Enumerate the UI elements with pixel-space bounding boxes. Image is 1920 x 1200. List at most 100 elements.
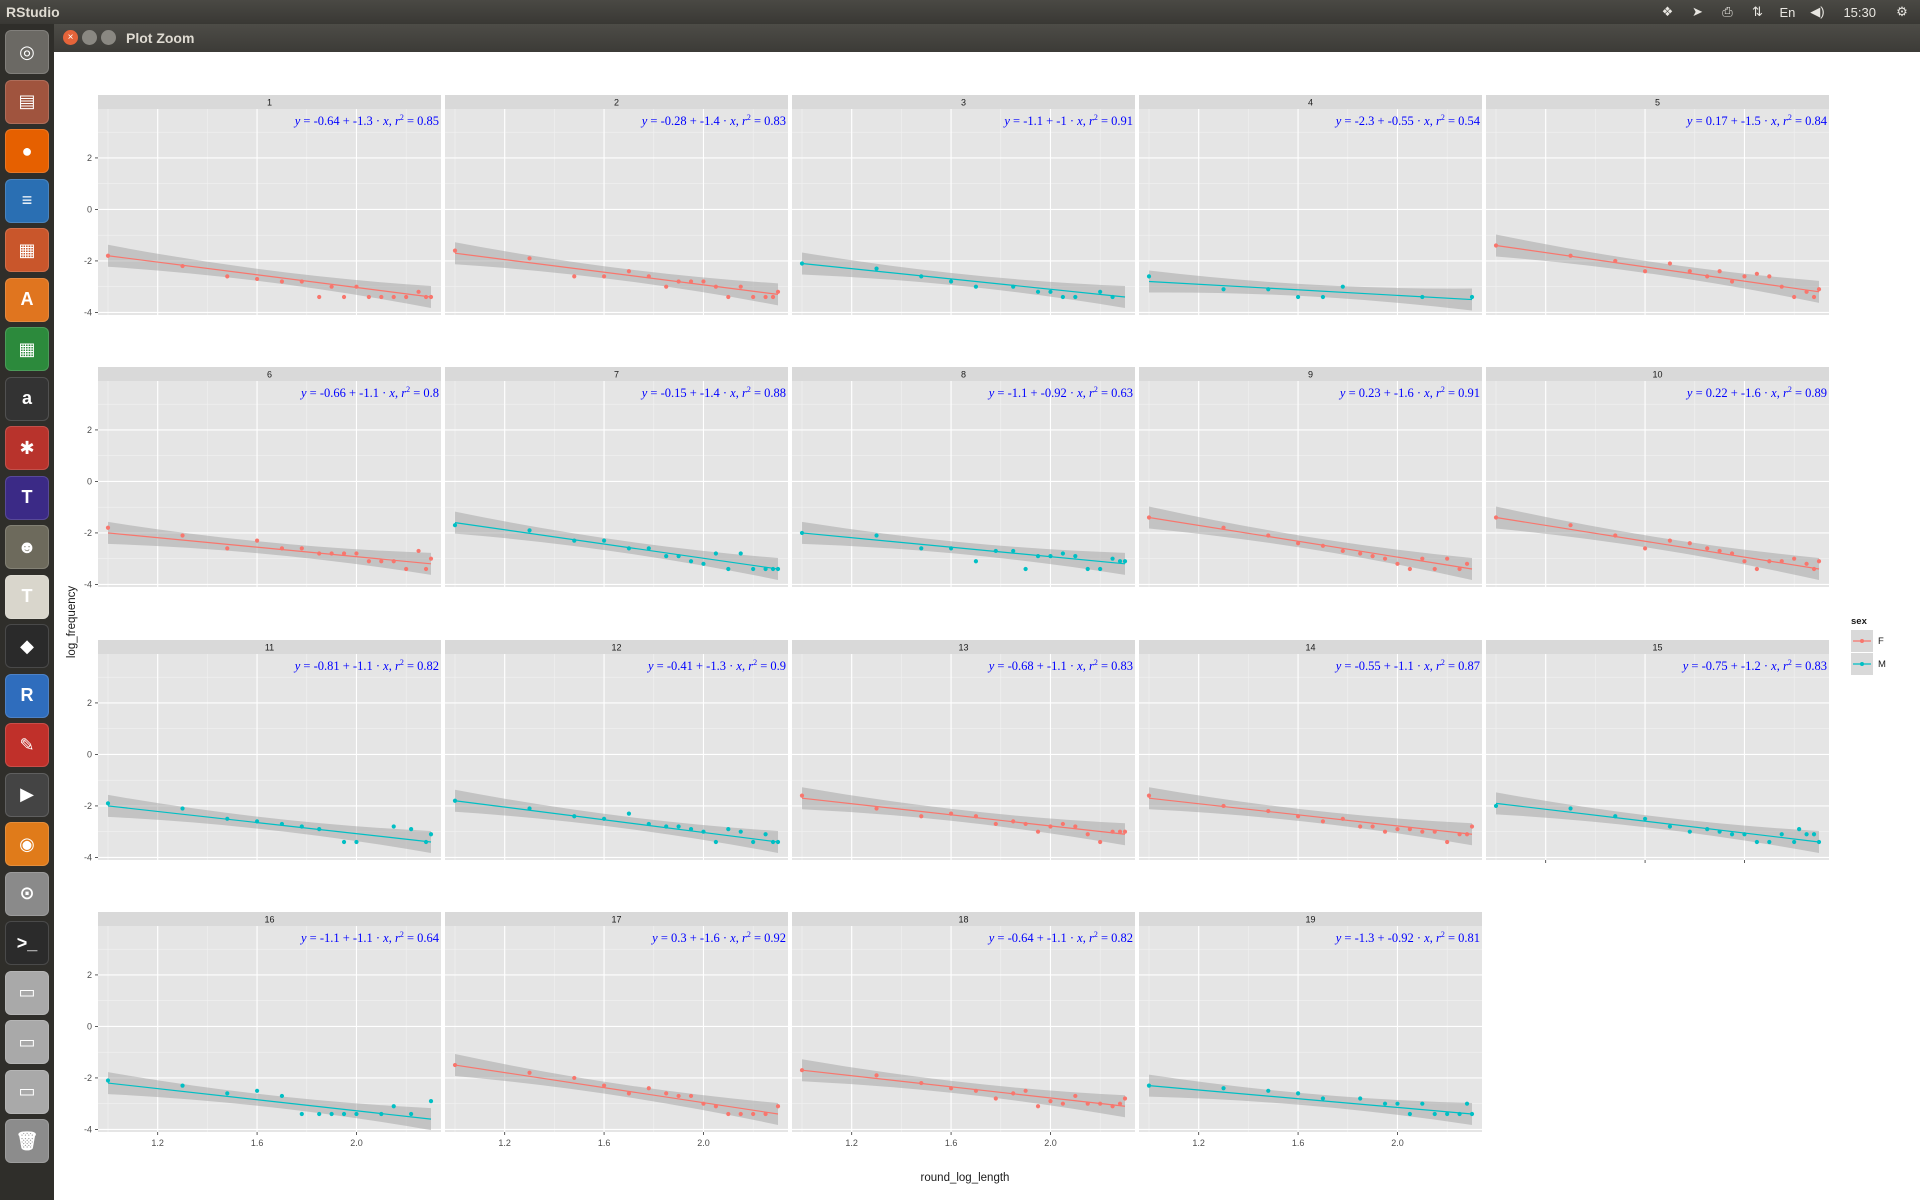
- settings-gear-icon[interactable]: ⚙: [1896, 4, 1908, 19]
- network-icon[interactable]: ⇅: [1752, 4, 1763, 19]
- data-point: [1811, 566, 1817, 572]
- r-icon[interactable]: R: [5, 673, 49, 718]
- data-point: [254, 1088, 260, 1093]
- regression-line: [454, 1064, 779, 1115]
- telegram-icon[interactable]: ➤: [1692, 4, 1703, 19]
- data-point: [416, 289, 421, 294]
- data-point: [1667, 261, 1673, 266]
- facet-panel-8: 8 y = -1.1 + -0.92 · x, r2 = 0.63: [792, 367, 1135, 587]
- data-point: [105, 253, 111, 258]
- clock[interactable]: 15:30: [1843, 4, 1876, 20]
- data-point: [646, 546, 651, 551]
- data-point: [1395, 827, 1400, 832]
- volume-icon[interactable]: ◀): [1810, 4, 1825, 19]
- impress-icon[interactable]: ▦: [5, 228, 49, 272]
- system-settings-icon[interactable]: ✱: [5, 426, 49, 470]
- data-point: [1432, 566, 1437, 572]
- data-point: [1705, 546, 1710, 551]
- keyboard-layout-icon[interactable]: En: [1779, 4, 1796, 20]
- data-point: [317, 294, 322, 300]
- data-point: [180, 533, 185, 538]
- data-point: [1613, 533, 1618, 538]
- data-point: [1816, 287, 1822, 292]
- data-point: [1395, 1101, 1400, 1106]
- data-point: [1493, 803, 1499, 809]
- data-point: [299, 824, 304, 829]
- x-tick-label: 1.2: [151, 1138, 164, 1148]
- regression-line: [107, 255, 432, 298]
- data-point: [751, 1111, 756, 1117]
- facet-panel-11: 11 y = -0.81 + -1.1 · x, r2 = 0.82 -4 -2 0 2: [84, 640, 441, 862]
- data-point: [1705, 274, 1710, 279]
- close-window-button[interactable]: ×: [63, 30, 78, 45]
- minimize-window-button[interactable]: [82, 30, 97, 45]
- data-point: [751, 839, 756, 845]
- terminal-icon[interactable]: >_: [5, 921, 49, 965]
- x-tick-label: 2.0: [697, 1138, 710, 1148]
- data-point: [299, 546, 304, 551]
- amazon-icon[interactable]: a: [5, 376, 49, 421]
- panel-background: [1486, 654, 1829, 860]
- maximize-window-button[interactable]: [101, 30, 116, 45]
- data-point: [1085, 566, 1090, 572]
- data-point: [1060, 821, 1065, 827]
- facet-strip: [1139, 912, 1482, 926]
- data-point: [527, 528, 532, 533]
- dropbox-icon[interactable]: ❖: [1661, 4, 1674, 19]
- data-point: [701, 829, 706, 834]
- data-point: [626, 546, 632, 551]
- data-point: [1011, 548, 1016, 554]
- data-point: [1073, 554, 1078, 559]
- drive-icon-2[interactable]: ▭: [5, 1020, 49, 1064]
- trash-icon[interactable]: 🗑: [5, 1119, 49, 1163]
- data-point: [1464, 832, 1470, 837]
- facet-strip: [792, 95, 1135, 109]
- texmaker-icon[interactable]: T: [5, 475, 49, 520]
- regression-line: [454, 252, 779, 295]
- inkscape-icon[interactable]: ◆: [5, 624, 49, 668]
- data-point: [763, 1111, 768, 1117]
- gimp-icon[interactable]: ☻: [5, 525, 49, 569]
- regression-line: [454, 522, 779, 570]
- panel-background: [1486, 381, 1829, 587]
- files-icon[interactable]: ▤: [5, 79, 49, 124]
- evince-icon[interactable]: ✎: [5, 723, 49, 767]
- data-point: [1804, 289, 1809, 294]
- data-point: [626, 269, 632, 274]
- data-point: [738, 284, 743, 289]
- data-point: [1023, 821, 1028, 827]
- facet-strip-label: 17: [611, 915, 621, 925]
- data-point: [1382, 829, 1388, 834]
- data-point: [329, 1111, 334, 1117]
- data-point: [279, 1093, 285, 1099]
- video-editor-icon[interactable]: ▶: [5, 772, 49, 817]
- drive-icon-3[interactable]: ▭: [5, 1069, 49, 1114]
- data-point: [1811, 294, 1817, 300]
- regression-equation: y = -0.68 + -1.1 · x, r2 = 0.83: [987, 658, 1133, 673]
- tex-icon[interactable]: T: [5, 574, 49, 619]
- calc-icon[interactable]: ▦: [5, 327, 49, 371]
- data-point: [775, 839, 781, 845]
- writer-icon[interactable]: ≡: [5, 178, 49, 223]
- data-point: [1117, 829, 1123, 834]
- regression-line: [801, 262, 1126, 298]
- printer-icon[interactable]: ⎙: [1722, 4, 1733, 19]
- software-center-icon[interactable]: A: [5, 277, 49, 322]
- drive-icon-1[interactable]: ▭: [5, 970, 49, 1015]
- blender-icon[interactable]: ◉: [5, 822, 49, 866]
- data-point: [688, 559, 694, 564]
- data-point: [1122, 559, 1128, 564]
- data-point: [572, 274, 577, 279]
- data-point: [1754, 271, 1759, 276]
- data-point: [428, 556, 434, 561]
- data-point: [1687, 541, 1692, 546]
- data-point: [428, 1099, 434, 1104]
- panel-background: [1139, 654, 1482, 860]
- data-point: [1705, 827, 1710, 832]
- window-titlebar: × Plot Zoom: [54, 24, 1920, 52]
- ubuntu-dash-icon[interactable]: ◎: [5, 30, 49, 74]
- firefox-icon[interactable]: ●: [5, 129, 49, 173]
- facet-strip-label: 19: [1305, 915, 1315, 925]
- data-point: [341, 839, 347, 845]
- disk-utility-icon[interactable]: ⊙: [5, 871, 49, 916]
